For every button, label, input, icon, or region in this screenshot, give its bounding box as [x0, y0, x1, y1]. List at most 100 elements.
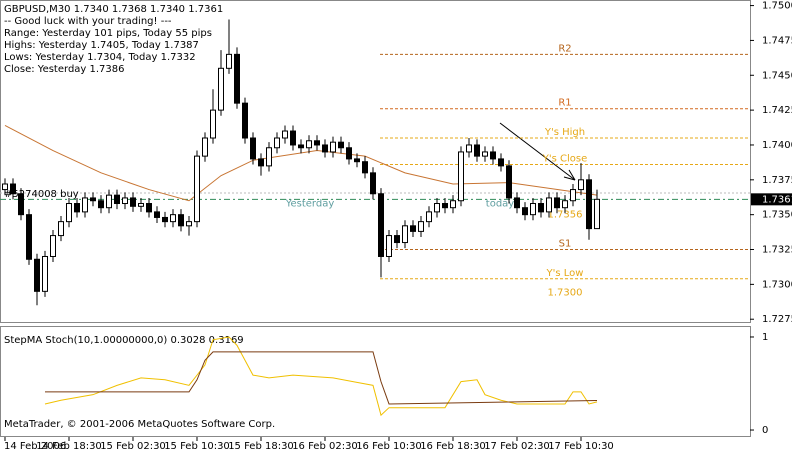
level-label: Y's High [544, 127, 585, 138]
candle-body [514, 197, 520, 209]
y-tick-label: 1.7350 [762, 210, 792, 221]
last-price-label: 1.7361 [762, 194, 792, 205]
candle-body [450, 200, 456, 209]
x-tick-label: 17 Feb 10:30 [548, 441, 614, 450]
candle-body [226, 53, 232, 69]
candle-body [346, 147, 352, 160]
candle-body [522, 207, 528, 216]
candle-body [554, 197, 560, 209]
y-tick-label: 1.7425 [762, 105, 792, 116]
x-tick-label: 14 Feb 2006 [4, 441, 66, 450]
candle-body [202, 137, 208, 157]
candle-body [2, 183, 8, 191]
x-tick-label: 15 Feb 18:30 [228, 441, 294, 450]
candle-body [282, 130, 288, 139]
candle-body [402, 225, 408, 244]
candle-body [106, 194, 112, 209]
candle-body [82, 197, 88, 213]
candle-body [130, 197, 136, 207]
candle-body [218, 67, 224, 111]
candle-body [506, 165, 512, 199]
candle-body [474, 144, 480, 157]
candle-body [458, 151, 464, 202]
candle-body [434, 203, 440, 213]
order-label: #5274008 buy [4, 189, 79, 200]
price-label: 1.7356 [548, 209, 583, 220]
candle-body [114, 194, 120, 205]
x-tick-label: 16 Feb 02:30 [292, 441, 358, 450]
y-tick-label: 1.7400 [762, 140, 792, 151]
candle-body [250, 137, 256, 160]
candle-body [122, 197, 128, 205]
price-label: 1.7300 [548, 287, 583, 298]
candle-body [394, 235, 400, 244]
candle-body [426, 211, 432, 223]
candle-body [578, 179, 584, 191]
candle-body [18, 193, 24, 216]
candle-body [186, 221, 192, 227]
last-price-box [751, 193, 792, 206]
indicator-title: StepMA Stoch(10,1.00000000,0) 0.3028 0.3… [4, 335, 244, 346]
x-tick-label: 15 Feb 02:30 [100, 441, 166, 450]
candle-body [50, 235, 56, 257]
info-line: Highs: Yesterday 1.7405, Today 1.7387 [4, 40, 199, 51]
y-tick-label: 0 [762, 425, 768, 436]
candle-body [98, 200, 104, 209]
indicator-line [45, 351, 598, 405]
x-tick-label: 16 Feb 10:30 [356, 441, 422, 450]
candle-body [306, 140, 312, 149]
candle-body [546, 197, 552, 213]
candle-body [538, 203, 544, 213]
candle-body [490, 151, 496, 160]
chart-title: GBPUSD,M30 1.7340 1.7368 1.7340 1.7361 [4, 4, 223, 15]
candle-body [74, 203, 80, 213]
level-label: R1 [558, 98, 571, 109]
y-tick-label: 1.7500 [762, 1, 792, 12]
arrow-line [499, 122, 576, 181]
info-line: Lows: Yesterday 1.7304, Today 1.7332 [4, 52, 196, 63]
info-line: -- Good luck with your trading! --- [4, 16, 172, 27]
candle-body [586, 179, 592, 230]
y-tick-label: 1 [762, 332, 768, 343]
x-tick-label: 15 Feb 10:30 [164, 441, 230, 450]
candle-body [362, 161, 368, 174]
candle-body [410, 225, 416, 232]
candle-body [314, 140, 320, 146]
candle-body [298, 144, 304, 149]
x-tick-label: 17 Feb 02:30 [484, 441, 550, 450]
candle-body [178, 214, 184, 227]
candle-body [530, 203, 536, 216]
session-label: Yesterday [285, 198, 335, 209]
candle-body [26, 214, 32, 260]
candle-body [266, 147, 272, 167]
y-tick-label: 1.7300 [762, 279, 792, 290]
y-tick-label: 1.7275 [762, 314, 792, 325]
session-label: today [486, 198, 515, 209]
level-label: R2 [558, 43, 571, 54]
candle-body [570, 189, 576, 202]
candle-body [170, 214, 176, 223]
x-tick-label: 14 Feb 18:30 [36, 441, 102, 450]
candle-body [418, 221, 424, 232]
candle-body [42, 255, 48, 292]
candle-body [386, 235, 392, 257]
candle-body [562, 200, 568, 209]
candle-body [90, 197, 96, 202]
candle-body [378, 193, 384, 257]
candle-body [10, 183, 16, 195]
candle-body [162, 216, 168, 223]
info-line: Close: Yesterday 1.7386 [4, 64, 125, 75]
candle-body [194, 155, 200, 223]
info-line: Range: Yesterday 101 pips, Today 55 pips [4, 28, 212, 39]
candle-body [482, 151, 488, 157]
y-tick-label: 1.7325 [762, 245, 792, 256]
candle-body [370, 172, 376, 195]
level-label: Y's Close [542, 153, 588, 164]
indicator-panel [0, 326, 751, 437]
candle-body [242, 102, 248, 139]
candle-body [330, 141, 336, 153]
indicator-line [44, 336, 598, 417]
y-tick-label: 1.7475 [762, 35, 792, 46]
candle-body [146, 203, 152, 213]
y-tick-label: 1.7450 [762, 70, 792, 81]
